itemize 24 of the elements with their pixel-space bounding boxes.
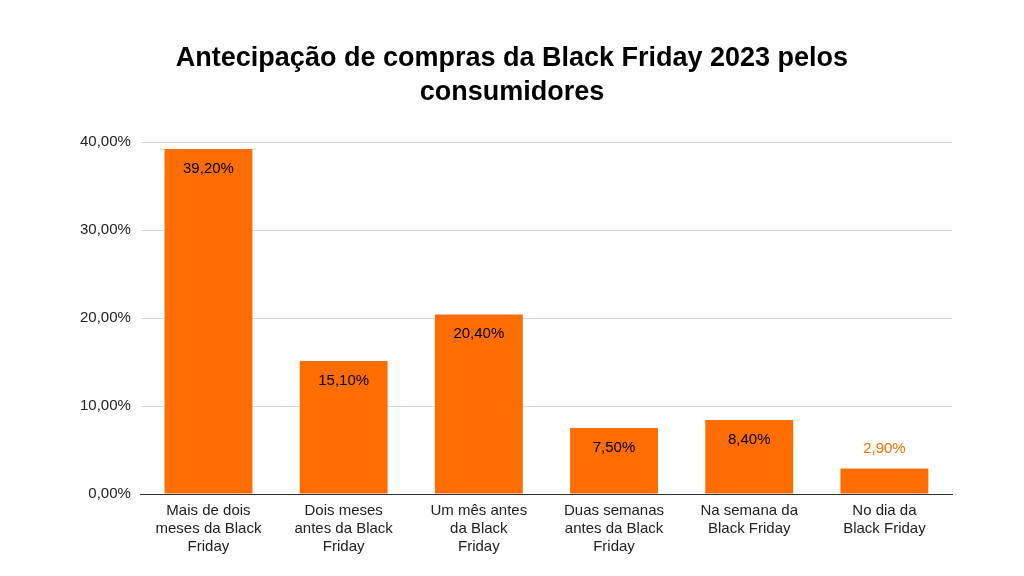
y-tick-label: 10,00% bbox=[80, 396, 131, 414]
x-tick-label: Duas semanas antes da Black Friday bbox=[564, 501, 665, 555]
data-label: 20,40% bbox=[453, 324, 505, 342]
bar bbox=[434, 314, 523, 494]
data-label: 8,40% bbox=[727, 429, 771, 447]
y-tick-label: 20,00% bbox=[80, 308, 131, 326]
bar bbox=[840, 468, 929, 494]
y-tick-label: 30,00% bbox=[80, 220, 131, 238]
x-tick-label: Um mês antes da Black Friday bbox=[430, 501, 528, 555]
y-tick-label: 40,00% bbox=[80, 132, 131, 150]
x-tick-label: Mais de dois meses da Black Friday bbox=[155, 501, 262, 555]
data-label: 39,20% bbox=[183, 158, 234, 176]
x-tick-label: No dia da Black Friday bbox=[843, 501, 927, 537]
bar bbox=[299, 361, 388, 494]
bar bbox=[570, 428, 658, 494]
data-label: 2,90% bbox=[863, 439, 906, 457]
data-label: 7,50% bbox=[592, 437, 636, 455]
x-tick-label: Na semana da Black Friday bbox=[700, 501, 799, 537]
x-tick-label: Dois meses antes da Black Friday bbox=[294, 501, 394, 555]
bar bbox=[164, 149, 253, 494]
y-tick-label: 0,00% bbox=[88, 484, 131, 502]
bar bbox=[705, 420, 794, 494]
data-label: 15,10% bbox=[318, 370, 370, 388]
chart-title: Antecipação de compras da Black Friday 2023 pelos consumidores bbox=[174, 41, 850, 108]
